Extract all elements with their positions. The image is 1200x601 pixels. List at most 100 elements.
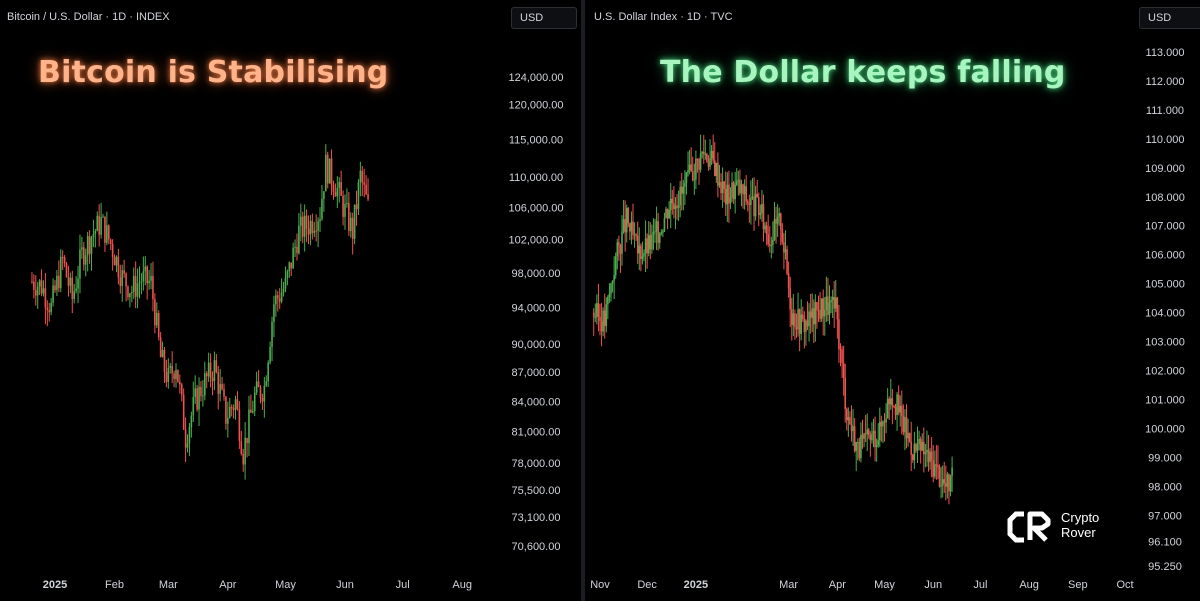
dxy-candle [649,222,652,260]
btc-y-tick-label: 102,000.00 [508,235,563,247]
dxy-y-tick-label: 106.000 [1145,250,1185,262]
dxy-candle-body [856,442,859,444]
btc-candle [92,219,95,248]
btc-candle-body [328,158,331,184]
dxy-candle [941,465,944,498]
dxy-candle-body [704,153,707,155]
btc-y-tick-label: 124,000.00 [508,72,563,84]
btc-candle [346,188,348,208]
dxy-candle-body [662,231,664,233]
btc-candle-body [33,281,35,290]
dxy-y-axis[interactable]: 113.000 112.000 111.000 110.000 109.000 108.0… [1145,47,1185,573]
btc-candle [198,377,200,427]
btc-candle [209,353,212,388]
btc-candle [155,302,158,328]
dxy-candle-body [784,249,787,253]
dxy-candle [644,220,647,273]
btc-candle-body [65,263,68,277]
dxy-candle-body [674,205,677,209]
btc-y-axis[interactable]: 124,000.00 120,000.00 115,000.00 110,000.00… [508,72,563,553]
btc-candle [154,293,156,334]
dxy-candle [746,199,749,212]
dxy-candle [594,303,597,323]
dxy-y-tick-label: 112.000 [1146,76,1185,88]
bitcoin-currency-button[interactable]: USD [511,7,577,29]
dxy-candle-body [825,296,828,310]
dxy-candle [669,183,672,229]
btc-candle-body [54,285,56,291]
dxy-candle-body [883,421,886,423]
btc-candle-body [240,441,243,454]
dxy-candle [772,221,774,254]
dxy-candle [823,297,826,336]
dxy-candle [704,139,707,160]
dxy-candle-body [632,221,634,235]
dxy-candle [910,421,913,472]
btc-candle-body [46,307,49,310]
btc-candle-body [92,234,95,238]
dxy-candle-body [904,417,906,433]
btc-candle-body [196,388,198,410]
dxy-candle-body [800,314,802,334]
dxy-candle [916,426,919,464]
btc-candle-body [165,371,168,383]
panel-divider[interactable] [581,0,585,601]
dxy-candle-body [696,158,699,160]
dxy-candle-body [850,424,853,432]
dxy-candle-body [886,398,889,419]
btc-candle-body [188,426,191,444]
dxy-candle-body [679,186,681,206]
dxy-chart-panel[interactable]: U.S. Dollar Index · 1D · TVC USD The Dol… [585,0,1200,601]
dxy-y-tick-label: 98.000 [1148,481,1182,493]
dxy-candle [905,404,908,449]
btc-candle-body [349,217,352,231]
btc-candle-body [236,399,239,410]
dxy-y-tick-label: 97.000 [1148,510,1182,522]
btc-candle-body [83,247,85,265]
dxy-candle [842,345,845,396]
btc-candle [36,281,39,309]
bitcoin-chart-panel[interactable]: Bitcoin / U.S. Dollar · 1D · INDEX USD B… [0,0,581,601]
bitcoin-candlestick-chart[interactable]: 124,000.00 120,000.00 115,000.00 110,000.00… [0,0,581,601]
dxy-candle [790,297,793,341]
dxy-x-axis[interactable]: Nov Dec 2025 Mar Apr May Jun Jul Aug Sep Oct [590,579,1133,591]
btc-candle-body [102,216,104,218]
dxy-y-tick-label: 105.000 [1145,279,1185,291]
dxy-candlestick-chart[interactable]: 113.000 112.000 111.000 110.000 109.000 108.0… [585,0,1200,601]
btc-candle [273,295,275,338]
btc-candle-body [48,309,51,313]
dxy-candle-body [798,309,801,334]
dxy-candle [750,180,752,225]
btc-candle [207,352,210,382]
dxy-candle-body [762,204,765,230]
dxy-candle-body [608,293,611,298]
dxy-candle-body [834,297,837,309]
btc-candle-body [324,154,327,192]
dxy-candle [592,308,595,336]
dxy-candle [803,311,806,349]
dxy-currency-button[interactable]: USD [1139,7,1200,29]
dxy-candle [814,294,817,342]
dxy-candle-body [806,320,809,327]
btc-x-axis[interactable]: 2025 Feb Mar Apr May Jun Jul Aug [43,579,472,591]
btc-candle-body [298,225,300,254]
dxy-candle [812,299,815,343]
btc-y-tick-label: 110,000.00 [509,172,563,184]
dxy-candle-body [600,321,603,332]
dxy-candle [889,378,892,410]
btc-candle-body [301,216,304,237]
dxy-candle [817,295,820,322]
btc-candle-body [111,244,114,258]
btc-candle-body [148,280,150,284]
dxy-candle [946,471,949,499]
dxy-candle-body [845,408,848,421]
btc-candle-body [186,443,189,448]
dxy-candle [655,206,658,251]
dxy-candle [834,280,837,313]
btc-candle [290,262,293,277]
dxy-candle-body [910,441,913,455]
btc-candle [286,269,289,286]
dxy-candle-body [831,296,834,301]
btc-candle [257,369,260,388]
dxy-candle [712,134,714,164]
